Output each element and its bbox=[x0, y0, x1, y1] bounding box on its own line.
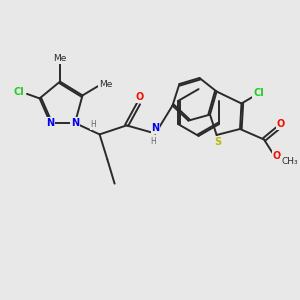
Text: Me: Me bbox=[99, 80, 112, 89]
Text: N: N bbox=[71, 118, 79, 128]
Text: N: N bbox=[151, 123, 160, 133]
Text: O: O bbox=[135, 92, 143, 102]
Text: Cl: Cl bbox=[13, 87, 24, 98]
Text: O: O bbox=[276, 119, 285, 129]
Text: Me: Me bbox=[53, 54, 67, 63]
Text: CH₃: CH₃ bbox=[281, 157, 298, 166]
Text: H: H bbox=[90, 120, 96, 129]
Text: H: H bbox=[150, 137, 156, 146]
Text: Cl: Cl bbox=[253, 88, 264, 98]
Text: S: S bbox=[214, 136, 222, 147]
Text: O: O bbox=[272, 151, 281, 161]
Text: N: N bbox=[46, 118, 55, 128]
